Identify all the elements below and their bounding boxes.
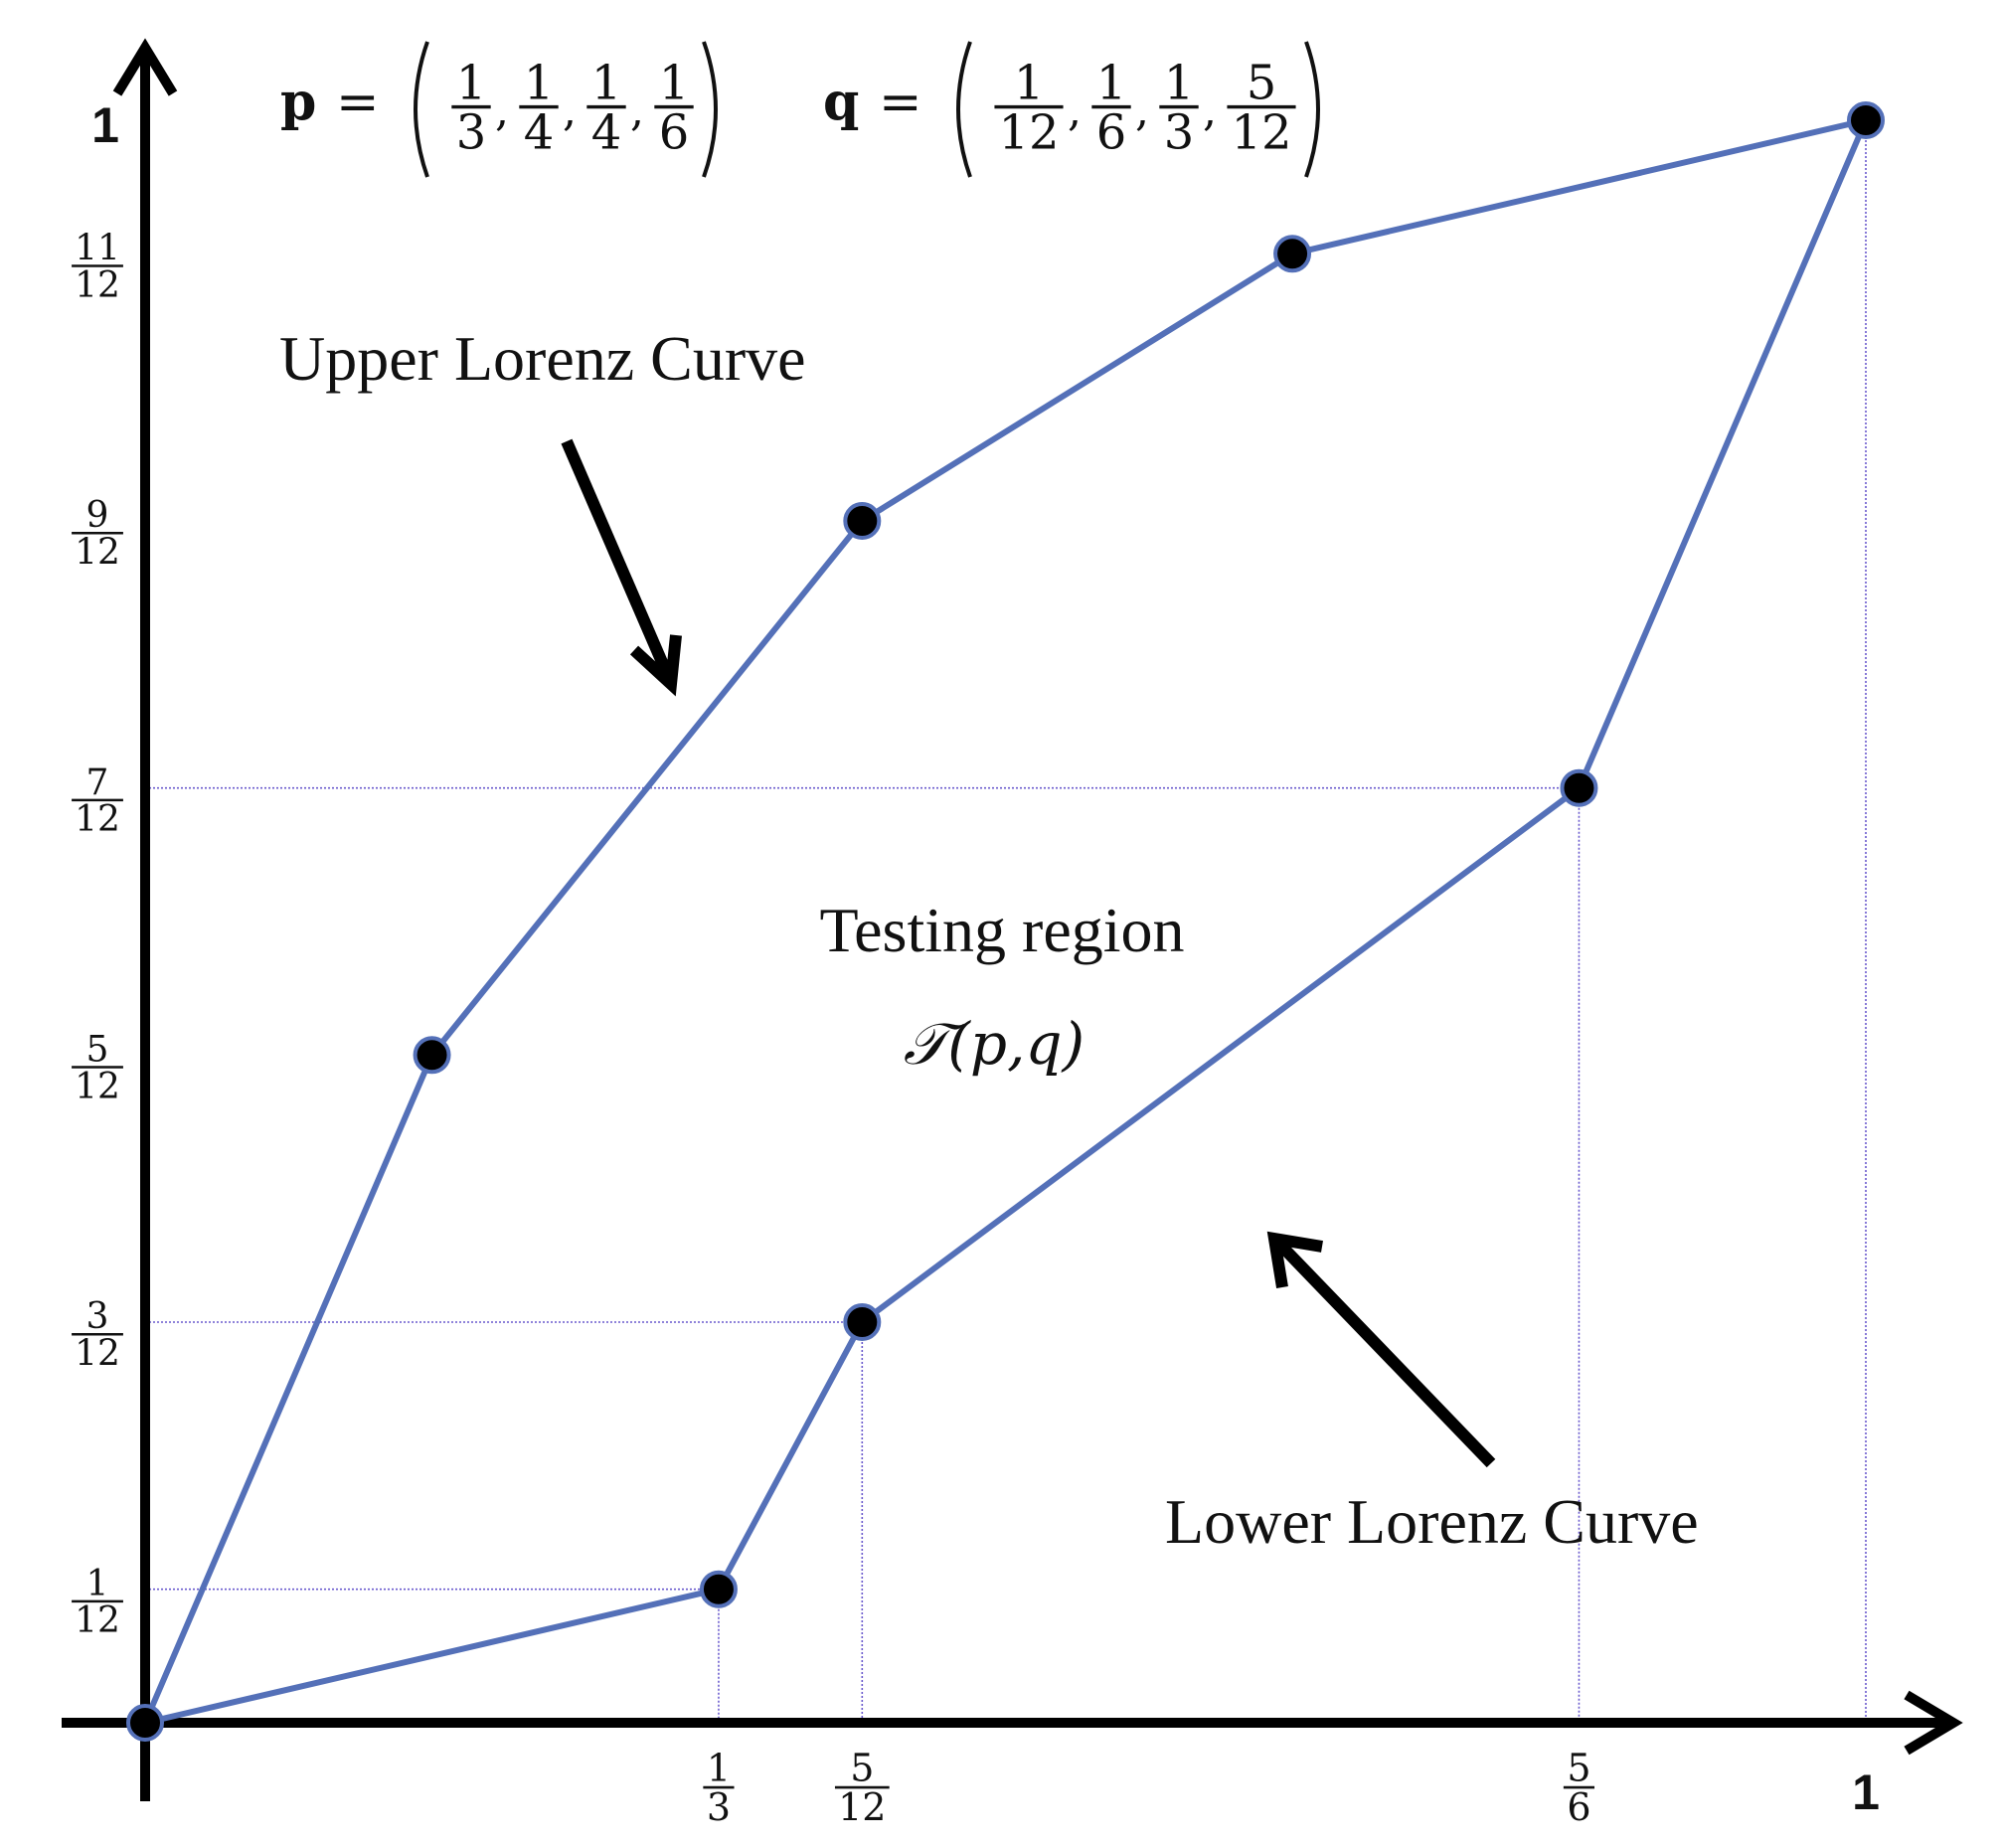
y-tick-label-5-num: 11 (75, 228, 120, 268)
q-vector-component-2-den: 3 (1164, 104, 1195, 160)
data-point-1-3 (1560, 768, 1598, 807)
p-vector-component-3-den: 6 (659, 104, 690, 160)
region-symbol: 𝒯(p,q) (904, 1010, 1085, 1078)
y-tick-label-3: 712 (72, 762, 123, 840)
q-vector-comma-0: , (1068, 85, 1082, 136)
upper-arrow-shaft (561, 438, 674, 679)
q-vector-equals: = (879, 73, 922, 132)
markers (126, 101, 1885, 1742)
q-vector-component-0: 112 (994, 55, 1064, 160)
p-vector-symbol: p (280, 72, 316, 132)
p-vector-comma-0: , (495, 85, 509, 136)
p-vector-component-2: 14 (586, 55, 626, 160)
lower-arrow-shaft (1273, 1238, 1496, 1468)
x-tick-label-2-num: 5 (1567, 1747, 1590, 1790)
p-vector-equals: = (336, 73, 380, 132)
q-vector-component-3-den: 12 (1231, 104, 1291, 160)
lower-arrow-head (1266, 1231, 1323, 1288)
data-point-0-3 (1273, 235, 1312, 273)
y-tick-label-1-num: 3 (86, 1296, 109, 1337)
x-tick-label-0: 13 (703, 1747, 735, 1829)
x-tick-label-1-num: 5 (850, 1747, 874, 1790)
p-vector-component-0: 13 (451, 55, 491, 160)
y-tick-label-0-num: 1 (86, 1564, 109, 1604)
q-vector-component-2: 13 (1159, 55, 1199, 160)
x-tick-label-0-den: 3 (707, 1785, 731, 1829)
y-tick-label-2-den: 12 (75, 1067, 120, 1107)
data-point-0-4 (1847, 101, 1885, 139)
q-vector-component-3-num: 5 (1247, 55, 1277, 110)
p-vector-comma-1: , (563, 85, 577, 136)
x-axis-arrowhead (1904, 1690, 1963, 1756)
q-vector-component-1-num: 1 (1096, 55, 1127, 110)
p-vector-lparen (414, 41, 429, 178)
q-vector-component-3: 512 (1227, 55, 1296, 160)
y-tick-label-3-num: 7 (86, 762, 109, 803)
q-vector-comma-1: , (1135, 85, 1149, 136)
p-vector-component-0-den: 3 (456, 104, 487, 160)
y-tick-label-0: 112 (72, 1564, 123, 1641)
upper-curve-label: Upper Lorenz Curve (279, 323, 806, 394)
data-point-0-2 (843, 502, 882, 540)
data-point-1-1 (699, 1570, 738, 1608)
y-tick-label-4-num: 9 (86, 495, 109, 536)
data-point-0-1 (413, 1036, 451, 1075)
q-vector-component-1-den: 6 (1096, 104, 1127, 160)
y-tick-label-2-num: 5 (86, 1029, 109, 1070)
region-label: Testing region (820, 895, 1185, 965)
x-tick-label-3: 1 (1852, 1764, 1880, 1820)
p-vector-component-2-num: 1 (591, 55, 622, 110)
p-vector-component-1-den: 4 (524, 104, 555, 160)
p-vector-comma-2: , (630, 85, 644, 136)
p-vector-rparen (702, 41, 718, 178)
reference-lines (145, 120, 1867, 1723)
p-vector-component-3: 16 (654, 55, 694, 160)
q-vector-lparen (956, 41, 972, 178)
q-vector-component-0-num: 1 (1014, 55, 1045, 110)
q-vector-symbol: q (823, 72, 859, 132)
x-tick-label-2: 56 (1563, 1747, 1595, 1829)
q-vector-rparen (1304, 41, 1320, 178)
q-vector-component-1: 16 (1091, 55, 1131, 160)
y-tick-label-4: 912 (72, 495, 123, 574)
x-tick-label-2-den: 6 (1567, 1785, 1590, 1829)
y-axis-arrowhead (112, 38, 178, 96)
q-vector-component-2-num: 1 (1164, 55, 1195, 110)
formula-header: p = 13,14,14,16q = 112,16,13,512 (280, 41, 1320, 178)
y-tick-label-1-den: 12 (75, 1334, 120, 1375)
data-point-1-2 (843, 1303, 882, 1341)
y-tick-label-4-den: 12 (75, 533, 120, 574)
y-tick-label-1: 312 (72, 1296, 123, 1375)
y-tick-label-0-den: 12 (75, 1600, 120, 1641)
q-vector-component-0-den: 12 (998, 104, 1059, 160)
upper-arrow-head (629, 634, 682, 697)
axes (62, 38, 1963, 1801)
p-vector-component-1: 14 (519, 55, 559, 160)
x-tick-label-1-den: 12 (838, 1785, 886, 1829)
data-point-0-0 (126, 1704, 164, 1742)
lower-curve-label: Lower Lorenz Curve (1165, 1486, 1699, 1557)
x-tick-label-0-num: 1 (707, 1747, 731, 1790)
y-tick-label-2: 512 (72, 1029, 123, 1107)
p-vector-component-0-num: 1 (456, 55, 487, 110)
p-vector-component-3-num: 1 (659, 55, 690, 110)
y-tick-label-3-den: 12 (75, 799, 120, 840)
y-tick-label-5-den: 12 (75, 265, 120, 306)
x-tick-label-1: 512 (834, 1747, 890, 1829)
y-tick-label-6: 1 (91, 97, 119, 153)
p-vector-component-2-den: 4 (591, 104, 622, 160)
q-vector-comma-2: , (1203, 85, 1217, 136)
p-vector-component-1-num: 1 (524, 55, 555, 110)
region-symbol-text: 𝒯(p,q) (904, 1010, 1085, 1078)
